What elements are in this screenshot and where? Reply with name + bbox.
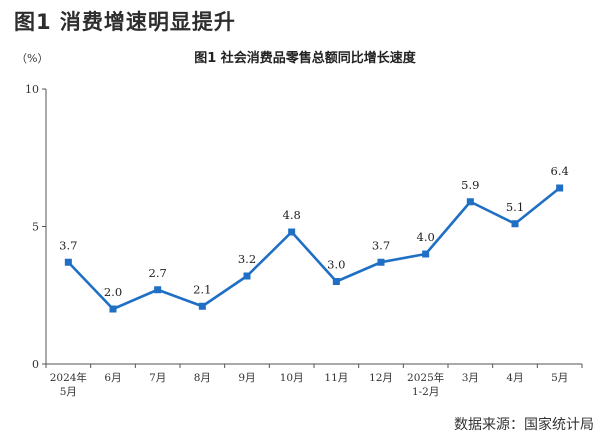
y-tick-label: 0 xyxy=(32,358,39,371)
data-point xyxy=(556,184,564,192)
data-point xyxy=(422,250,430,258)
data-label: 3.7 xyxy=(372,238,390,252)
x-tick-label: 10月 xyxy=(280,372,304,384)
data-label: 3.7 xyxy=(59,238,77,252)
data-point xyxy=(511,220,519,228)
x-tick-label: 2025年 1-2月 xyxy=(407,371,444,398)
x-tick-label: 4月 xyxy=(506,372,523,384)
data-point xyxy=(377,258,385,266)
data-point xyxy=(466,198,474,206)
x-tick-label: 5月 xyxy=(551,372,568,384)
data-label: 2.7 xyxy=(149,266,167,280)
data-label: 4.0 xyxy=(417,230,435,244)
data-label: 2.0 xyxy=(104,285,122,299)
data-point xyxy=(154,286,162,294)
data-label: 3.0 xyxy=(327,258,345,272)
data-label: 5.9 xyxy=(461,178,479,192)
data-point xyxy=(198,302,206,310)
x-tick-label: 2024年 5月 xyxy=(50,371,87,398)
x-tick-label: 6月 xyxy=(104,372,121,384)
page-headline: 图1 消费增速明显提升 xyxy=(14,10,236,34)
data-label: 4.8 xyxy=(283,208,301,222)
x-tick-label: 12月 xyxy=(369,372,393,384)
data-label: 6.4 xyxy=(551,164,569,178)
data-point xyxy=(332,278,340,285)
data-label: 2.1 xyxy=(193,282,211,296)
y-tick-label: 10 xyxy=(25,83,39,96)
data-point xyxy=(288,228,296,236)
x-tick-label: 3月 xyxy=(462,372,479,384)
data-point xyxy=(109,305,117,313)
series-line xyxy=(67,186,561,311)
data-label: 3.2 xyxy=(238,252,256,266)
data-label: 5.1 xyxy=(506,200,524,214)
data-source: 数据来源：国家统计局 xyxy=(454,417,594,433)
chart-title: 图1 社会消费品零售总额同比增长速度 xyxy=(194,50,417,66)
data-point xyxy=(64,258,72,266)
data-point xyxy=(243,272,251,280)
y-axis-unit: （%） xyxy=(16,52,48,65)
x-tick-label: 11月 xyxy=(324,372,348,384)
x-tick-label: 8月 xyxy=(194,372,211,384)
x-tick-label: 7月 xyxy=(149,372,166,384)
y-tick-label: 5 xyxy=(32,221,39,234)
x-tick-label: 9月 xyxy=(238,372,255,384)
